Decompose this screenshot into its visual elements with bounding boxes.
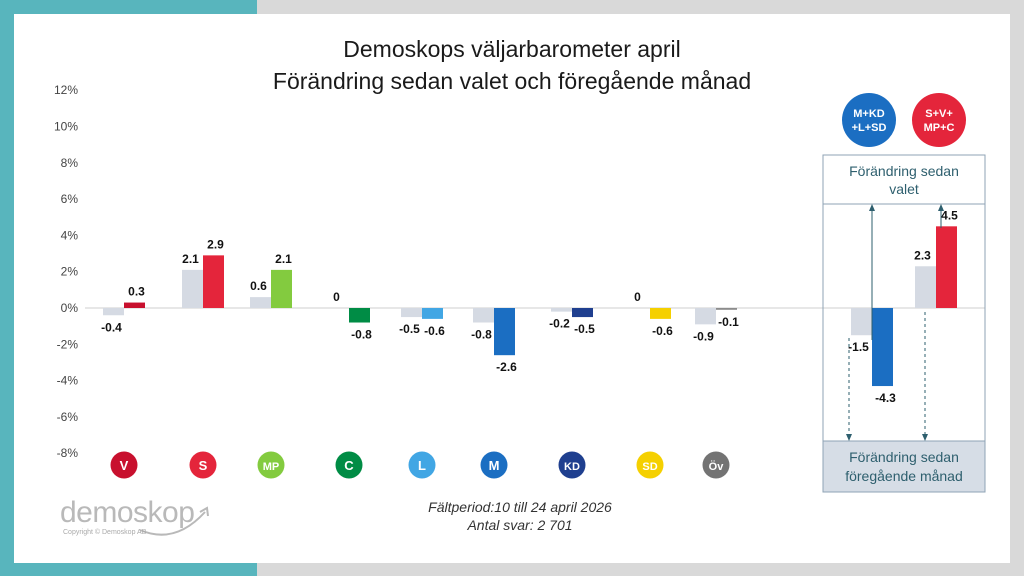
sample-size: Antal svar: 2 701: [467, 517, 573, 533]
label-manad-öv: -0.1: [718, 315, 739, 329]
label-valet-s: 2.1: [182, 252, 199, 266]
y-tick-label: -4%: [57, 374, 79, 388]
party-badge-v: [110, 451, 138, 479]
y-tick-label: -2%: [57, 337, 79, 351]
demoskop-logo: demoskop: [60, 496, 195, 529]
y-tick-label: 0%: [61, 301, 79, 315]
y-tick-label: 2%: [61, 265, 79, 279]
chart-title-line2: Förändring sedan valet och föregående må…: [272, 68, 752, 94]
copyright-text: Copyright © Demoskop AB: [63, 529, 147, 536]
bar-manad-m: [494, 308, 515, 356]
bloc-label-manad-1: 4.5: [941, 208, 958, 222]
bar-manad-öv: [716, 308, 737, 310]
label-manad-m: -2.6: [496, 360, 517, 374]
label-manad-mp: 2.1: [275, 252, 292, 266]
party-badge-label-l: L: [418, 458, 426, 473]
bloc-bar-manad-1: [936, 226, 957, 308]
bloc-bar-valet-0: [851, 308, 872, 336]
party-badge-label-öv: Öv: [709, 460, 725, 473]
label-valet-l: -0.5: [399, 322, 420, 336]
bar-valet-öv: [695, 308, 716, 325]
label-valet-c: 0: [333, 290, 340, 304]
bloc-badge-label-line2-1: MP+C: [924, 122, 955, 134]
bloc-badge-0: [842, 93, 896, 147]
label-manad-c: -0.8: [351, 328, 372, 342]
label-manad-v: 0.3: [128, 285, 145, 299]
label-manad-s: 2.9: [207, 237, 224, 251]
party-badge-l: [408, 451, 436, 479]
party-badge-kd: [558, 451, 586, 479]
box-bottom-label-line1: Förändring sedan: [849, 449, 959, 465]
bar-manad-mp: [271, 269, 292, 308]
bar-manad-s: [203, 255, 224, 308]
y-tick-label: 10%: [54, 120, 78, 134]
party-badge-label-v: V: [120, 458, 129, 473]
label-valet-m: -0.8: [471, 328, 492, 342]
y-tick-label: -8%: [57, 446, 79, 460]
party-badge-öv: [702, 451, 730, 479]
bloc-bar-manad-0: [872, 308, 893, 387]
bar-valet-mp: [250, 297, 271, 308]
party-badge-label-m: M: [489, 458, 500, 473]
party-badge-label-mp: MP: [263, 461, 280, 473]
party-badge-label-kd: KD: [564, 461, 580, 473]
bar-valet-kd: [551, 308, 572, 312]
bloc-box-bottom-panel: [822, 440, 986, 493]
y-tick-label: 8%: [61, 156, 79, 170]
label-valet-mp: 0.6: [250, 279, 267, 293]
label-valet-v: -0.4: [101, 320, 122, 334]
box-top-label-line2: valet: [889, 181, 919, 197]
bar-manad-sd: [650, 308, 671, 319]
y-tick-label: 4%: [61, 228, 79, 242]
bloc-badge-1: [912, 93, 966, 147]
bloc-bar-valet-1: [915, 266, 936, 308]
label-manad-sd: -0.6: [652, 324, 673, 338]
bloc-label-manad-0: -4.3: [875, 391, 896, 405]
y-tick-label: -6%: [57, 410, 79, 424]
box-bottom-label-line2: föregående månad: [845, 468, 963, 484]
party-badge-sd: [636, 451, 664, 479]
y-tick-label: 12%: [54, 83, 78, 97]
logo-swoosh-icon: [139, 511, 206, 536]
bloc-badge-label-line1-1: S+V+: [925, 108, 953, 120]
bar-manad-v: [124, 302, 145, 308]
label-valet-öv: -0.9: [693, 329, 714, 343]
party-badge-label-c: C: [344, 458, 354, 473]
bar-valet-v: [103, 308, 124, 316]
bar-valet-l: [401, 308, 422, 318]
party-badge-s: [189, 451, 217, 479]
label-manad-l: -0.6: [424, 324, 445, 338]
box-top-label-line1: Förändring sedan: [849, 163, 959, 179]
bloc-badge-label-line2-0: +L+SD: [852, 122, 887, 134]
label-valet-sd: 0: [634, 290, 641, 304]
y-tick-label: 6%: [61, 192, 79, 206]
party-badge-m: [480, 451, 508, 479]
label-valet-kd: -0.2: [549, 317, 570, 331]
chart-title-line1: Demoskops väljarbarometer april: [343, 36, 681, 62]
party-badge-c: [335, 451, 363, 479]
bloc-label-valet-1: 2.3: [914, 248, 931, 262]
label-manad-kd: -0.5: [574, 322, 595, 336]
bar-manad-l: [422, 308, 443, 319]
party-badge-label-s: S: [199, 458, 208, 473]
fieldwork-period: Fältperiod:10 till 24 april 2026: [428, 499, 612, 515]
bar-manad-c: [349, 308, 370, 323]
bar-manad-kd: [572, 308, 593, 318]
logo-arrow-icon: [199, 506, 209, 517]
bar-valet-s: [182, 269, 203, 308]
bloc-badge-label-line1-0: M+KD: [853, 108, 885, 120]
bar-valet-m: [473, 308, 494, 323]
party-badge-mp: [257, 451, 285, 479]
party-badge-label-sd: SD: [642, 461, 657, 473]
bloc-label-valet-0: -1.5: [848, 340, 869, 354]
